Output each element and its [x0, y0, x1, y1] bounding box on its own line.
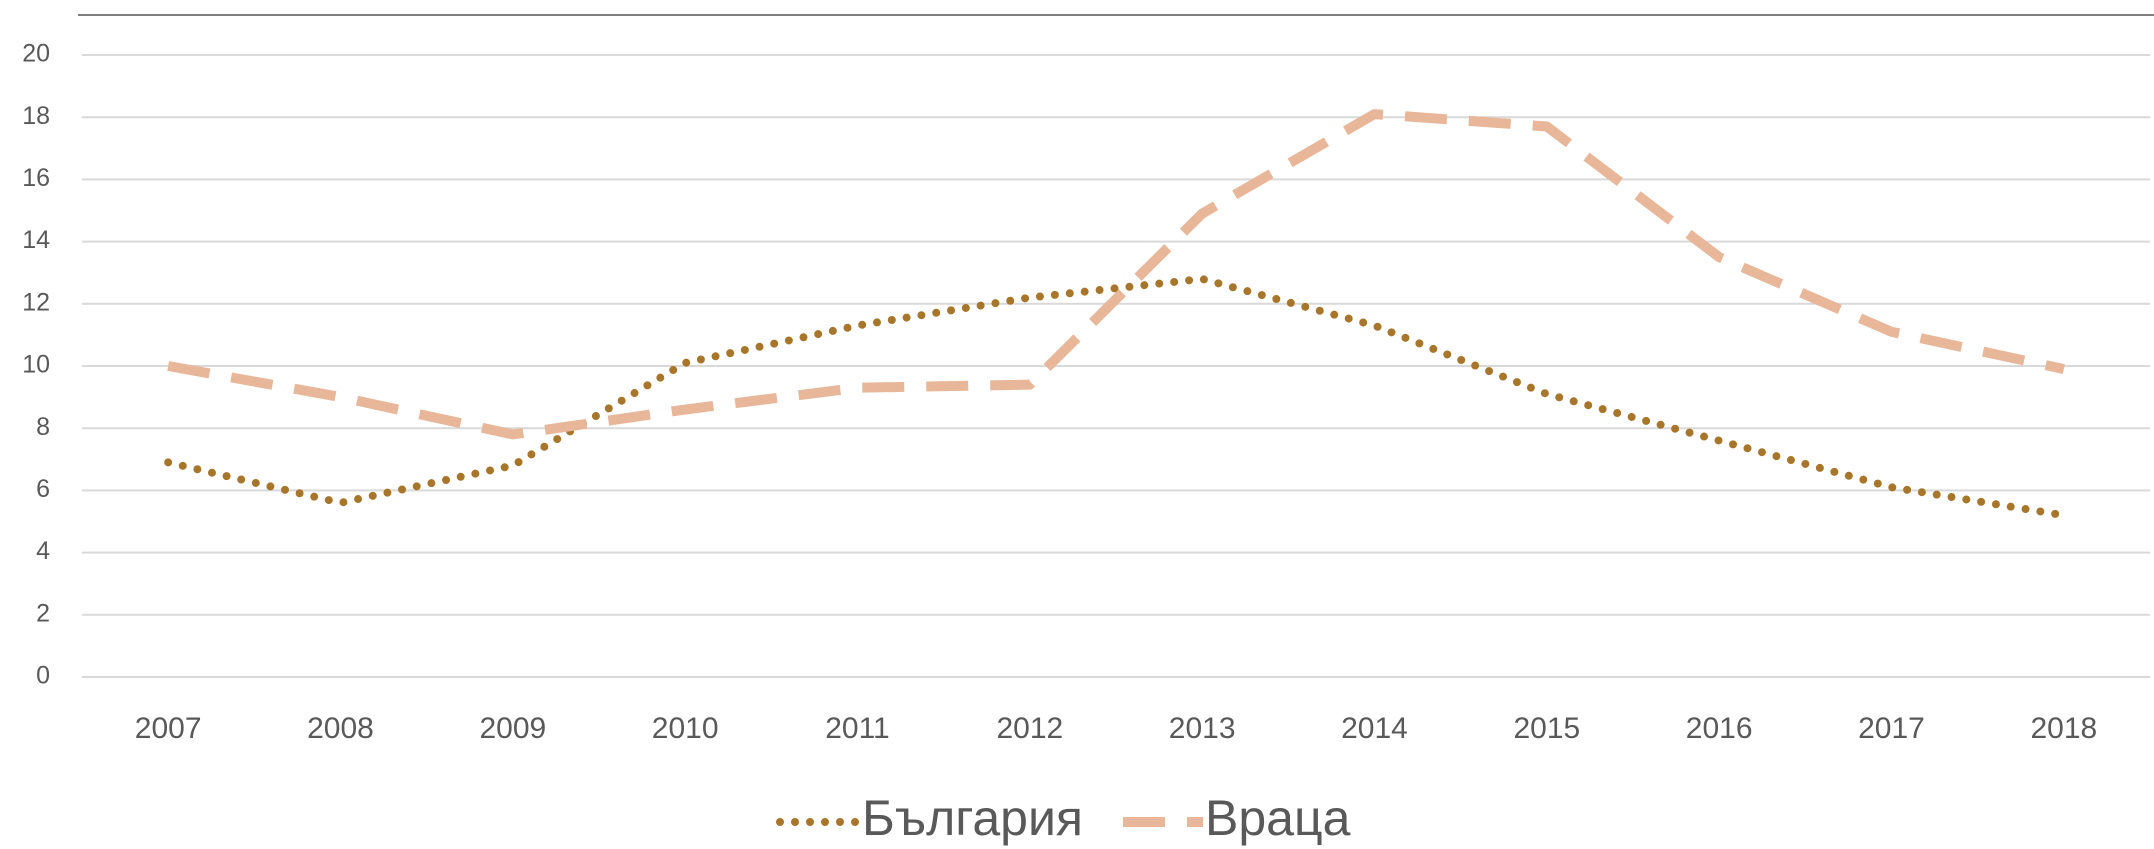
y-tick-label: 20 [22, 40, 50, 68]
x-tick-label: 2015 [1513, 712, 1580, 745]
y-tick-label: 14 [22, 226, 50, 254]
legend-label: България [862, 790, 1083, 846]
x-tick-label: 2010 [652, 712, 719, 745]
y-tick-label: 0 [36, 662, 50, 690]
x-tick-label: 2014 [1341, 712, 1408, 745]
y-tick-label: 4 [36, 537, 50, 565]
x-tick-label: 2009 [479, 712, 546, 745]
series-line [167, 109, 2065, 440]
x-tick-label: 2017 [1858, 712, 1925, 745]
legend-label: Враца [1205, 790, 1351, 846]
series-line [164, 274, 2068, 520]
y-tick-label: 6 [36, 475, 50, 503]
x-tick-label: 2012 [996, 712, 1063, 745]
x-tick-label: 2011 [825, 712, 890, 745]
x-tick-label: 2013 [1169, 712, 1236, 745]
x-tick-label: 2016 [1686, 712, 1753, 745]
x-tick-label: 2008 [307, 712, 374, 745]
y-tick-label: 2 [36, 599, 50, 627]
y-tick-label: 8 [36, 413, 50, 441]
y-tick-label: 16 [22, 164, 50, 192]
x-tick-label: 2018 [2030, 712, 2097, 745]
x-tick-label: 2007 [135, 712, 202, 745]
y-tick-label: 18 [22, 102, 50, 130]
y-tick-label: 12 [22, 288, 50, 316]
y-tick-label: 10 [22, 351, 50, 379]
